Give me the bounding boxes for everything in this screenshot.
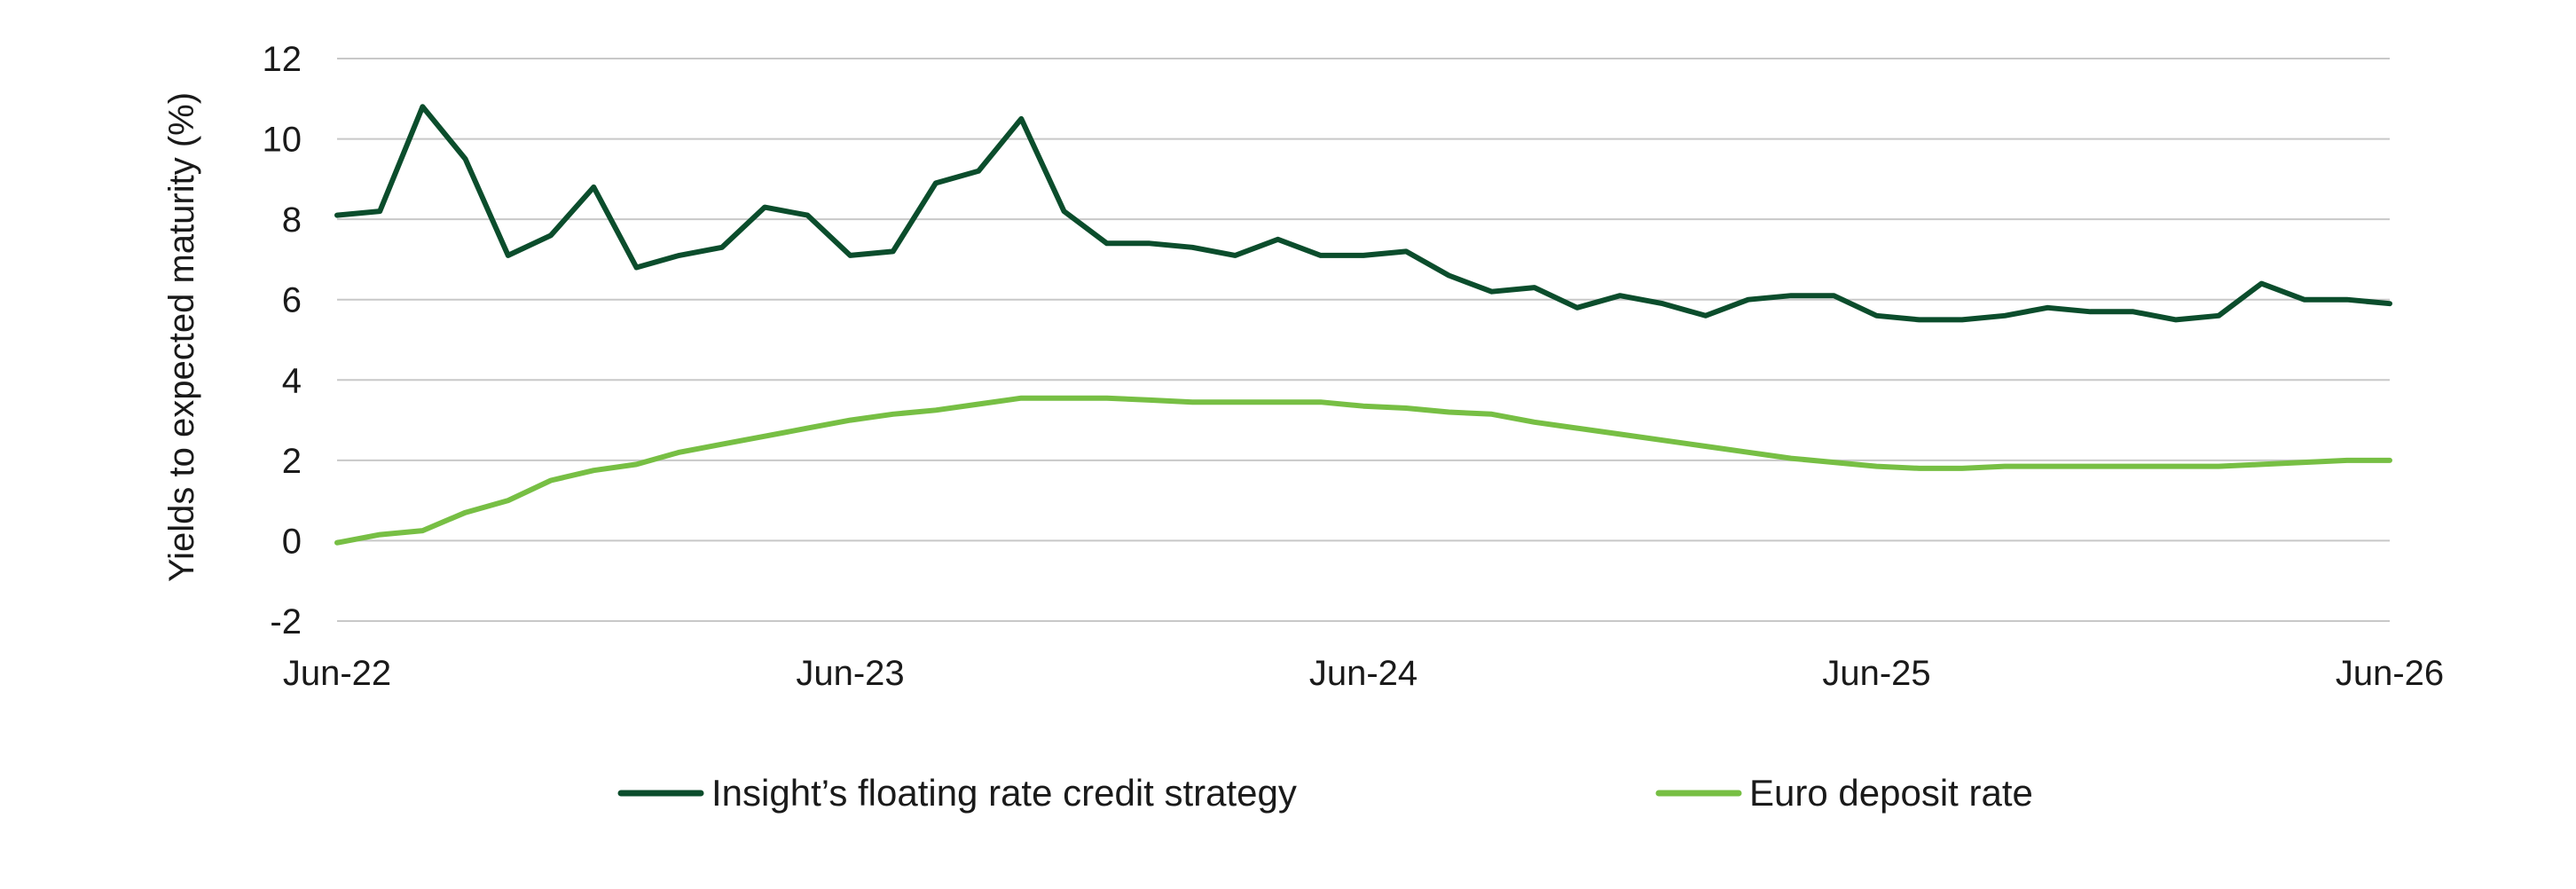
series-line-euro-deposit-rate bbox=[334, 395, 2392, 546]
legend-label: Insight’s floating rate credit strategy bbox=[711, 772, 1297, 814]
y-tick-label: 8 bbox=[282, 201, 302, 240]
legend-label: Euro deposit rate bbox=[1749, 772, 2033, 814]
x-tick-label: Jun-22 bbox=[283, 654, 391, 693]
gridlines bbox=[337, 58, 2390, 622]
y-tick-label: 4 bbox=[282, 361, 302, 400]
series-lines bbox=[334, 104, 2392, 546]
y-tick-label: 12 bbox=[263, 40, 302, 79]
y-tick-label: 2 bbox=[282, 442, 302, 481]
x-tick-label: Jun-24 bbox=[1309, 654, 1418, 693]
y-tick-label: 0 bbox=[282, 522, 302, 561]
y-tick-label: 10 bbox=[263, 121, 302, 160]
x-tick-label: Jun-23 bbox=[796, 654, 904, 693]
series-line-insight-floating-rate bbox=[334, 104, 2392, 323]
y-tick-label: 6 bbox=[282, 281, 302, 320]
y-axis-ticks: 12 10 8 6 4 2 0 -2 bbox=[263, 40, 302, 641]
y-tick-label: -2 bbox=[270, 602, 302, 641]
legend: Insight’s floating rate credit strategy E… bbox=[617, 772, 2033, 814]
x-tick-label: Jun-26 bbox=[2336, 654, 2444, 693]
x-tick-label: Jun-25 bbox=[1822, 654, 1930, 693]
y-axis-title: Yields to expected maturity (%) bbox=[162, 92, 201, 582]
x-axis-ticks: Jun-22 Jun-23 Jun-24 Jun-25 Jun-26 bbox=[283, 654, 2444, 693]
